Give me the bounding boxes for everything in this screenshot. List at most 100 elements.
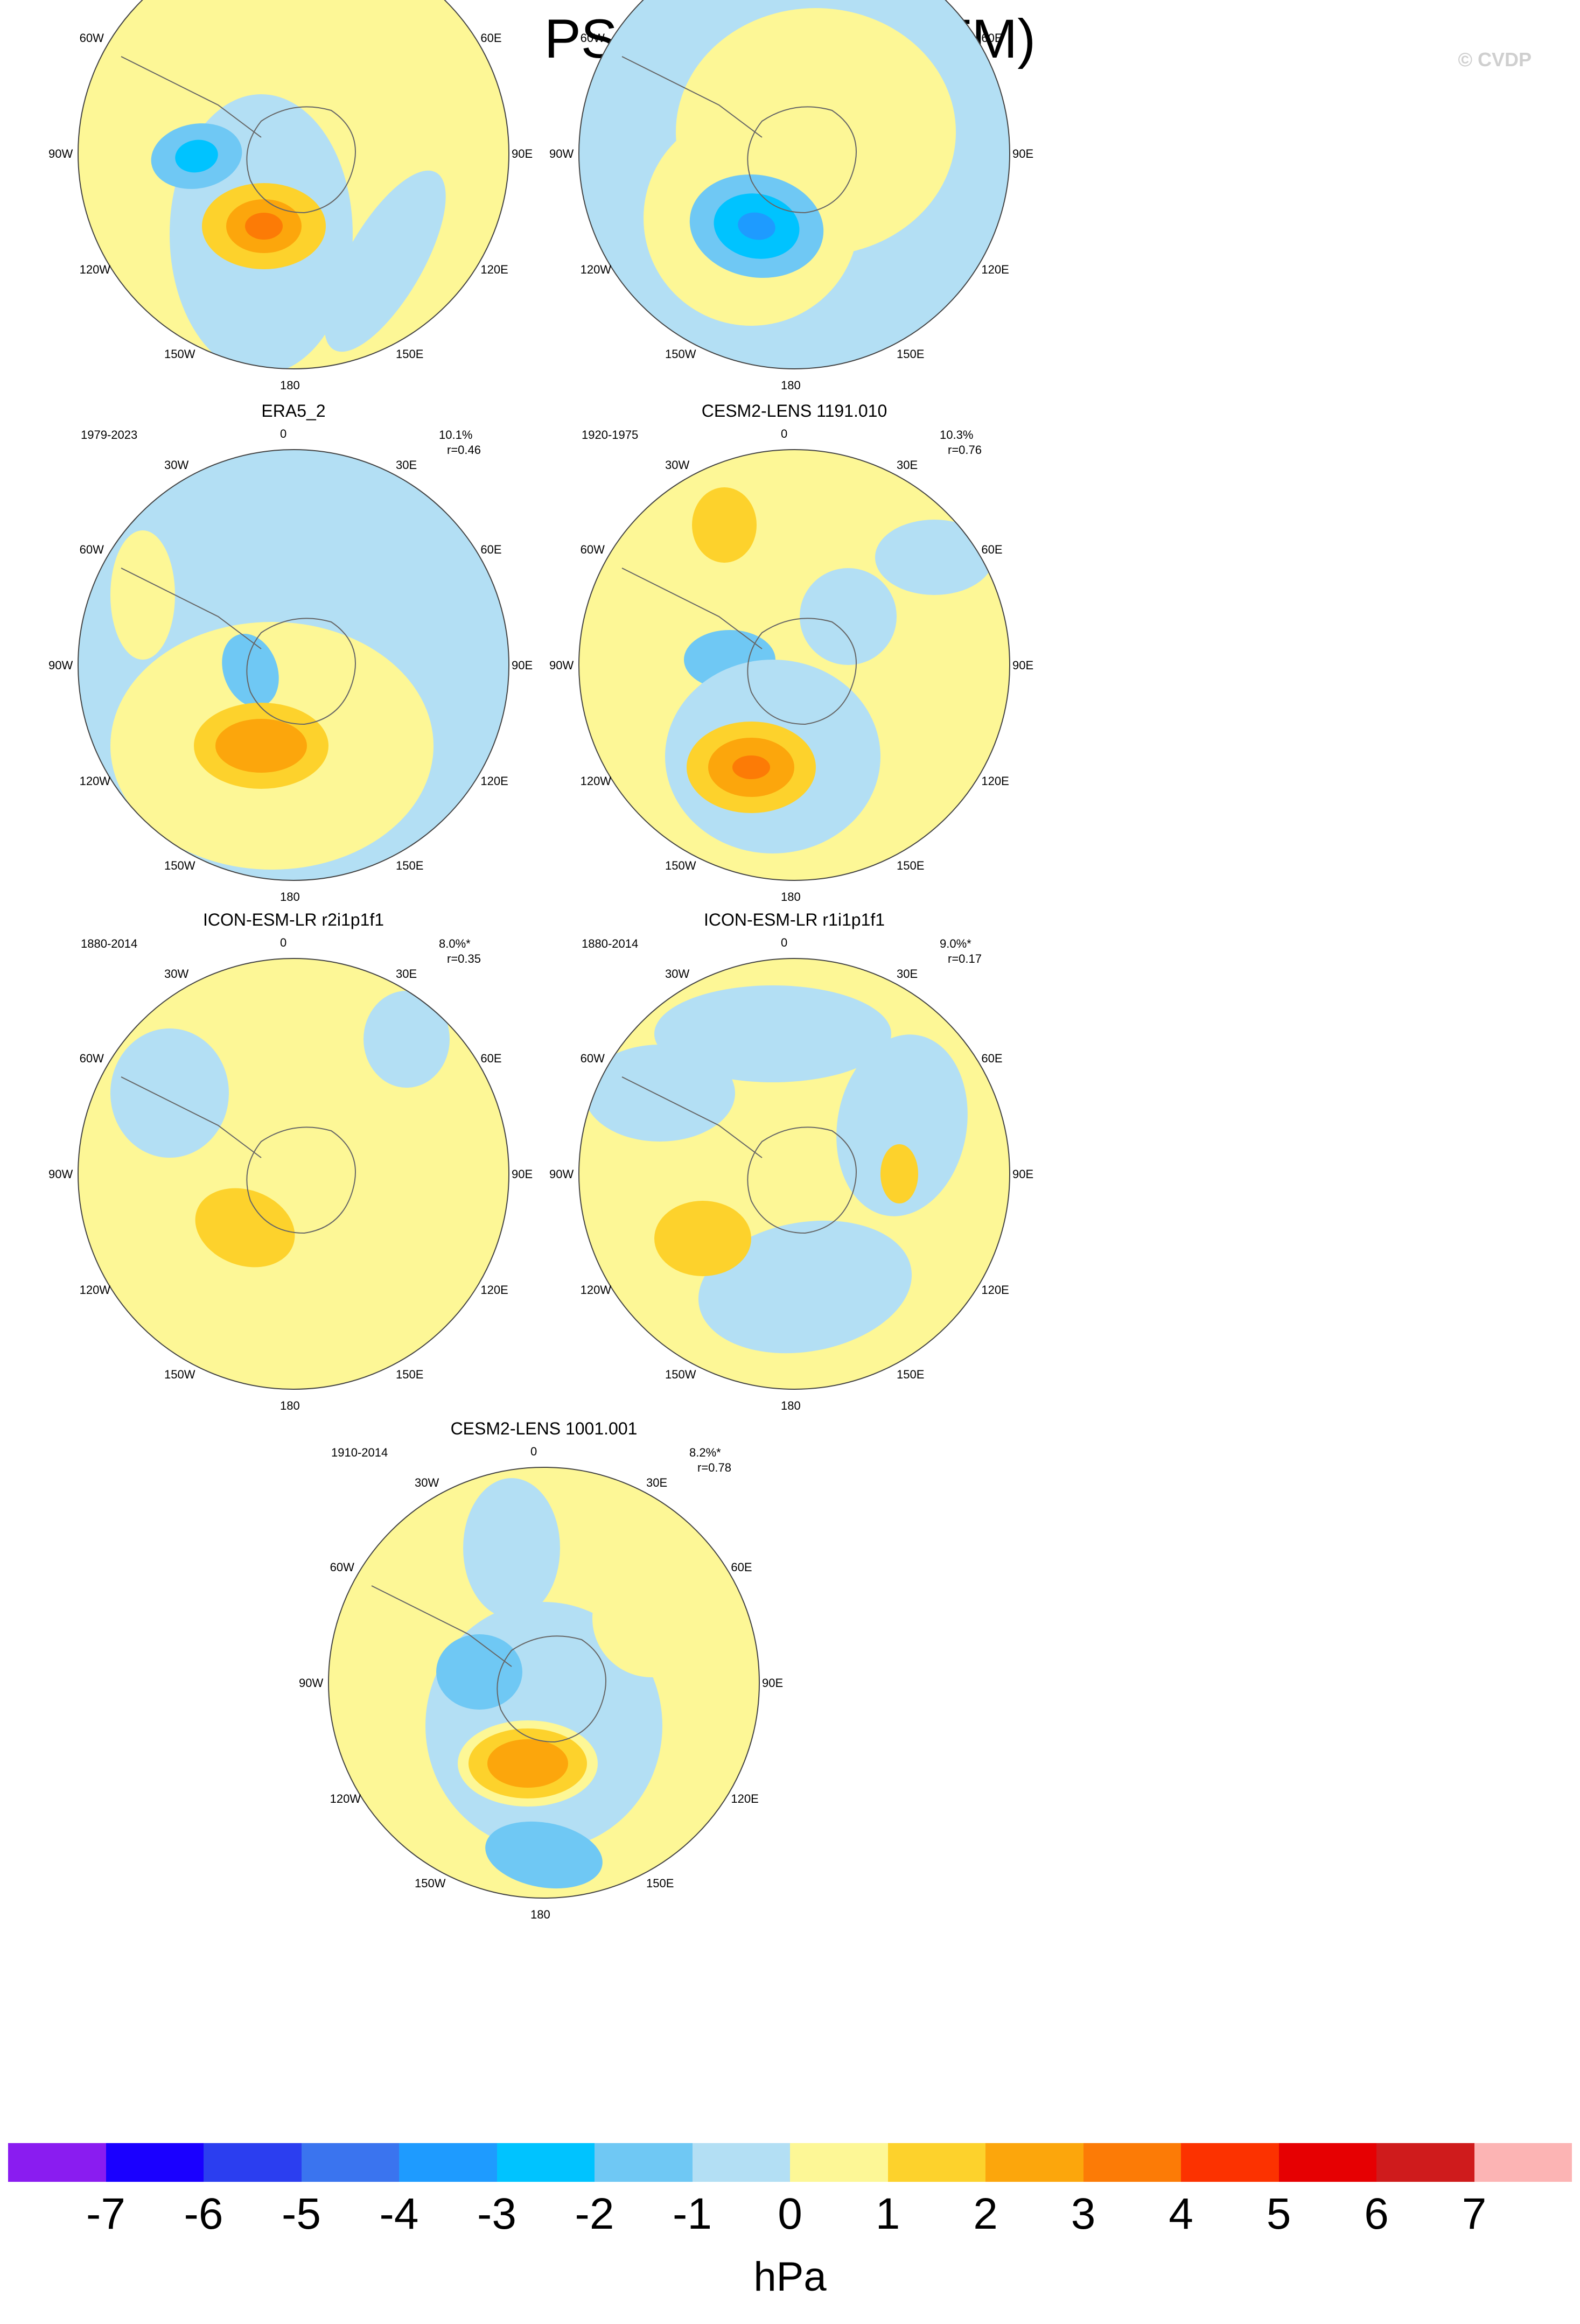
polar-map xyxy=(578,0,1010,369)
lon-label: 90W xyxy=(48,1167,73,1181)
lon-label: 150E xyxy=(897,859,925,873)
lon-label: 30W xyxy=(415,1475,439,1489)
colorbar-tick-label: 0 xyxy=(778,2189,802,2238)
colorbar-tick-label: -2 xyxy=(575,2189,614,2238)
correlation-label: r=0.78 xyxy=(697,1461,731,1474)
lon-label: 150W xyxy=(164,1368,195,1382)
map-panel: ICON-ESM-LR r2i1p1f1 1880-2014 8.0%* r=0.35… xyxy=(40,910,547,1427)
map-boundary xyxy=(78,958,509,1390)
correlation-label: r=0.46 xyxy=(447,443,481,457)
colorbar-tick-label: 7 xyxy=(1462,2189,1487,2238)
lon-label: 120W xyxy=(330,1792,361,1805)
map-panel: CESM2-LENS 1001.001 1910-2014 8.2%* r=0.78 0… xyxy=(291,1419,797,1936)
years-label: 1880-2014 xyxy=(81,937,138,950)
lon-label: 150W xyxy=(164,859,195,873)
lon-label: 90E xyxy=(512,1167,533,1181)
colorbar-swatch xyxy=(8,2143,106,2182)
lon-label: 150W xyxy=(665,1368,696,1382)
lon-label: 120E xyxy=(480,263,508,276)
anomaly-contour xyxy=(110,1028,229,1158)
lon-label: 60W xyxy=(79,543,104,556)
lon-label: 60W xyxy=(330,1560,354,1574)
colorbar-swatch xyxy=(595,2143,693,2182)
lon-label: 150W xyxy=(415,1877,446,1891)
colorbar-tick-label: 5 xyxy=(1266,2189,1291,2238)
base-anomaly-field xyxy=(78,958,509,1389)
anomaly-contour xyxy=(732,755,770,779)
lon-label: 30E xyxy=(396,967,417,981)
map-boundary xyxy=(78,449,509,881)
lon-label: 90W xyxy=(48,147,73,160)
lon-label: 60E xyxy=(981,543,1003,556)
coastline xyxy=(121,568,356,725)
colorbar-swatch xyxy=(204,2143,302,2182)
anomaly-contour xyxy=(654,1201,751,1276)
colorbar-swatch xyxy=(887,2143,985,2182)
lon-label: 30W xyxy=(665,458,690,472)
colorbar-swatch xyxy=(692,2143,790,2182)
coastline xyxy=(621,568,857,725)
lon-label: 150E xyxy=(646,1877,674,1891)
lon-label: 120W xyxy=(580,774,612,788)
map-boundary xyxy=(78,0,509,369)
map-panel: ERA20c_ERA5_comb1900-20234.4%*r=-0.58030… xyxy=(541,0,1047,407)
lon-label: 180 xyxy=(781,379,801,392)
lon-label: 90E xyxy=(1012,147,1034,160)
lon-label: 180 xyxy=(280,379,300,392)
anomaly-contour xyxy=(175,139,218,173)
coastline xyxy=(621,56,857,214)
lon-label: 120W xyxy=(580,263,612,276)
anomaly-contour xyxy=(692,487,757,563)
colorbar-tick-label: 6 xyxy=(1364,2189,1389,2238)
colorbar-swatch xyxy=(1278,2143,1376,2182)
lon-label: 30E xyxy=(396,458,417,472)
lon-label: 120E xyxy=(480,774,508,788)
colorbar-tick-label: 2 xyxy=(973,2189,998,2238)
lon-label: 0 xyxy=(280,427,287,440)
lon-label: 180 xyxy=(781,1399,801,1412)
lon-label: 150E xyxy=(396,347,424,361)
lon-label: 150W xyxy=(665,347,696,361)
lon-label: 90E xyxy=(512,147,533,160)
lon-label: 60E xyxy=(981,1052,1003,1065)
coastline xyxy=(121,1076,356,1234)
lon-label: 90W xyxy=(549,147,574,160)
panel-title: CESM2-LENS 1191.010 xyxy=(701,401,887,421)
map-boundary xyxy=(578,0,1010,369)
lon-label: 0 xyxy=(530,1445,537,1458)
lon-label: 60E xyxy=(731,1560,752,1574)
lon-label: 90E xyxy=(1012,1167,1034,1181)
anomaly-contour xyxy=(195,1188,295,1268)
lon-label: 60W xyxy=(79,1052,104,1065)
panel-title: ICON-ESM-LR r2i1p1f1 xyxy=(202,910,384,929)
map-panel: ICON-ESM-LR r1i1p1f1 1880-2014 9.0%* r=0.17… xyxy=(541,910,1047,1427)
variance-label: 8.2%* xyxy=(689,1446,721,1459)
lon-label: 30E xyxy=(897,967,918,981)
anomaly-contour xyxy=(654,985,891,1082)
colorbar-swatch xyxy=(497,2143,595,2182)
map-panel: ERA51950-20238.7%030E60E90E120E150E18015… xyxy=(40,0,547,407)
lon-label: 60E xyxy=(480,1052,502,1065)
colorbar-swatch xyxy=(399,2143,497,2182)
lon-label: 150W xyxy=(164,347,195,361)
lon-label: 30W xyxy=(665,967,690,981)
lon-label: 60E xyxy=(480,31,502,45)
colorbar-tick-label: 3 xyxy=(1071,2189,1096,2238)
lon-label: 180 xyxy=(530,1908,550,1921)
lon-label: 60W xyxy=(580,543,605,556)
anomaly-contour xyxy=(170,0,310,127)
lon-label: 150E xyxy=(396,1368,424,1382)
anomaly-contour xyxy=(800,568,897,665)
variance-label: 10.1% xyxy=(439,428,473,442)
coastline xyxy=(121,56,356,214)
colorbar-units: hPa xyxy=(753,2254,827,2300)
correlation-label: r=0.17 xyxy=(948,952,982,965)
lon-label: 150E xyxy=(396,859,424,873)
lon-label: 90E xyxy=(762,1676,784,1690)
lon-label: 180 xyxy=(781,890,801,904)
colorbar-swatch xyxy=(1376,2143,1474,2182)
years-label: 1979-2023 xyxy=(81,428,138,442)
anomaly-contour xyxy=(463,1478,560,1618)
lon-label: 60W xyxy=(79,31,104,45)
lon-label: 120E xyxy=(480,1283,508,1297)
